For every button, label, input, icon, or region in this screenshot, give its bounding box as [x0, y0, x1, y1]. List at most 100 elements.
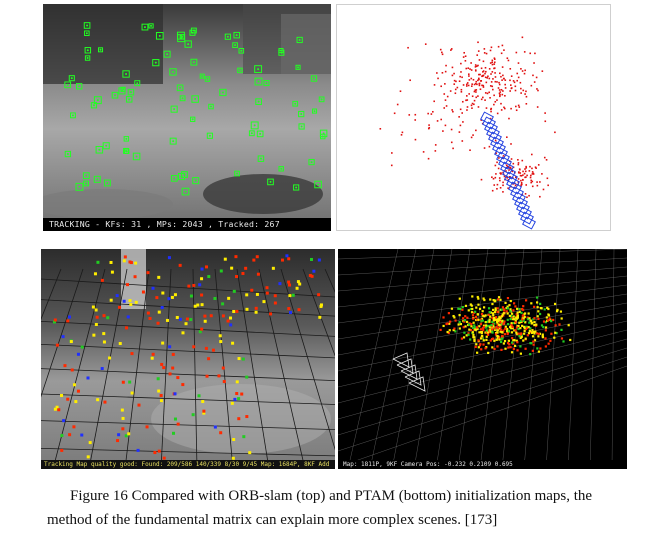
ptam-map-point — [492, 325, 495, 328]
ptam-map-point — [537, 335, 540, 338]
orb-feature-point — [124, 149, 127, 152]
ptam-feature-point — [100, 367, 104, 371]
orb-map-point — [539, 195, 541, 198]
orb-map-point — [517, 162, 520, 164]
ptam-feature-point — [235, 275, 239, 279]
orb-keyframe — [484, 121, 498, 135]
ptam-map-point — [453, 316, 456, 319]
orb-map-point — [502, 77, 505, 80]
ptam-feature-point — [170, 295, 174, 299]
orb-map-point — [517, 181, 520, 183]
ptam-map-point — [506, 332, 509, 336]
orb-feature-box — [179, 95, 186, 102]
orb-feature-point — [280, 51, 283, 54]
orb-map-point — [440, 85, 442, 88]
orb-keyframe — [506, 176, 520, 190]
orb-feature-point — [70, 77, 73, 80]
ptam-map-point — [524, 337, 527, 340]
ptam-feature-point — [116, 439, 120, 443]
orb-feature-box — [298, 123, 305, 130]
orb-feature-box — [256, 130, 264, 138]
orb-map-point — [461, 140, 464, 142]
orb-map-point — [470, 62, 472, 64]
ptam-map-point — [485, 329, 488, 332]
orb-feature-point — [128, 98, 131, 101]
orb-map-point — [459, 124, 462, 127]
orb-map-point — [530, 84, 533, 87]
orb-map-point — [486, 77, 489, 79]
orb-map-point — [485, 70, 487, 73]
orb-map-point — [491, 189, 494, 192]
ptam-map-point — [516, 311, 519, 314]
ptam-map-point — [516, 349, 519, 352]
ptam-map-point — [504, 347, 507, 350]
orb-map-point — [443, 107, 446, 109]
ptam-map-point — [514, 305, 517, 308]
ptam-grid-line — [88, 268, 128, 469]
orb-map-point — [460, 91, 463, 93]
ptam-map-point — [446, 322, 449, 325]
ptam-map-point — [526, 334, 529, 337]
orb-map-point — [496, 161, 498, 164]
ptam-map-point — [547, 319, 550, 322]
orb-map-point — [517, 62, 520, 64]
ptam-map-point — [496, 331, 499, 334]
orb-keyframe — [500, 161, 514, 175]
ptam-map-point — [533, 339, 537, 342]
ptam-map-point — [517, 327, 520, 331]
ptam-map-point — [504, 301, 507, 305]
ptam-map-point — [530, 331, 534, 334]
caption-line-1: Figure 16 Compared with ORB-slam (top) a… — [70, 488, 593, 504]
orb-keyframe — [510, 186, 524, 200]
orb-feature-box — [184, 40, 192, 48]
ptam-map-point — [481, 314, 484, 317]
ptam-map-point — [559, 310, 563, 313]
orb-map-point — [444, 70, 447, 73]
ptam-feature-point — [63, 364, 67, 368]
orb-feature-point — [194, 179, 197, 182]
ptam-grid-line — [41, 278, 335, 298]
orb-map-point — [451, 74, 454, 77]
ptam-map-point — [494, 307, 497, 310]
orb-map-point — [515, 51, 518, 54]
orb-map-point — [477, 106, 480, 108]
ptam-feature-point — [120, 408, 124, 412]
orb-map-point — [490, 46, 493, 49]
ptam-map-point — [512, 302, 516, 305]
ptam-feature-point — [291, 293, 295, 297]
orb-feature-point — [259, 157, 262, 160]
orb-map-point — [456, 86, 459, 89]
ptam-map-point — [512, 309, 515, 312]
orb-map-point — [508, 166, 510, 169]
ptam-map-point — [489, 339, 492, 342]
ptam-map-point — [489, 298, 492, 301]
orb-map-point — [484, 66, 487, 69]
ptam-map-point — [501, 331, 504, 334]
orb-keyframe — [504, 171, 518, 185]
ptam-map-point — [485, 338, 488, 341]
orb-map-point — [470, 104, 473, 107]
ptam-map-point — [536, 315, 539, 318]
ptam-map-point — [476, 327, 479, 331]
orb-feature-point — [294, 102, 297, 105]
ptam-map-point — [544, 337, 547, 340]
ptam-map-point — [535, 301, 539, 304]
orb-feature-point — [180, 175, 183, 178]
orb-map-point — [525, 90, 527, 93]
ptam-map-point — [499, 321, 502, 324]
ptam-grid-line — [192, 268, 198, 469]
ptam-map-point — [526, 317, 530, 320]
ptam-feature-point — [118, 305, 122, 309]
ptam-map-grid-line — [567, 249, 579, 469]
ptam-feature-point — [256, 272, 260, 276]
ptam-map-point — [540, 307, 543, 310]
ptam-map-point — [529, 330, 533, 334]
orb-feature-point — [96, 99, 99, 102]
ptam-map-point — [515, 339, 518, 342]
ptam-map-point — [506, 312, 509, 315]
ptam-map-point — [523, 325, 526, 328]
orb-feature-point — [310, 161, 313, 164]
ptam-map-point — [500, 322, 504, 326]
ptam-feature-point — [255, 255, 259, 259]
orb-feature-box — [308, 158, 315, 166]
